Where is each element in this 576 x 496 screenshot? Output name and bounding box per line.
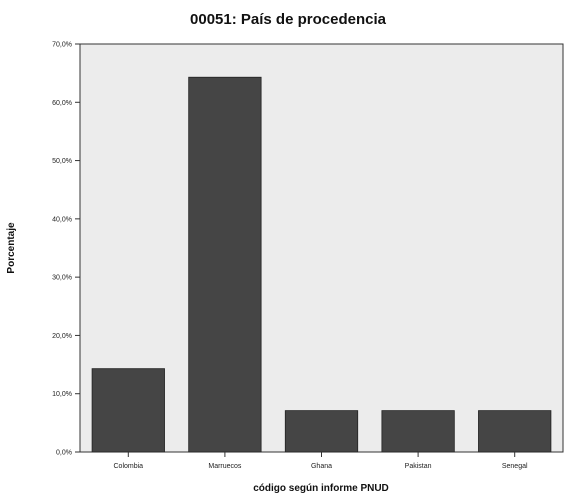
y-tick-label: 30,0% (52, 275, 72, 282)
y-tick-label: 60,0% (52, 100, 72, 107)
bar-colombia (91, 368, 165, 453)
chart-title: 00051: País de procedencia (190, 11, 387, 28)
y-axis: 0,0% 10,0% 20,0% 30,0% 40,0% 50,0% 60,0% 70,0% (52, 42, 80, 457)
y-axis-label: Porcentaje (6, 222, 17, 274)
bar-ghana (284, 410, 359, 453)
y-tick-label: 40,0% (52, 216, 72, 223)
bar-senegal (478, 410, 552, 453)
y-tick-label: 20,0% (52, 333, 72, 340)
x-axis: Colombia Marruecos Ghana Pakistan Senegal (114, 452, 528, 470)
y-tick-label: 70,0% (52, 42, 72, 49)
x-tick-label: Ghana (311, 463, 332, 470)
x-tick-label: Senegal (502, 463, 528, 470)
bar-marruecos (188, 76, 262, 453)
x-tick-label: Marruecos (208, 463, 242, 470)
y-tick-label: 10,0% (52, 391, 72, 398)
x-tick-label: Pakistan (405, 463, 432, 470)
y-tick-label: 0,0% (56, 450, 72, 457)
bar-pakistan (381, 410, 455, 453)
bars-group (91, 76, 552, 453)
x-axis-label: código según informe PNUD (253, 483, 389, 494)
y-tick-label: 50,0% (52, 158, 72, 165)
x-tick-label: Colombia (114, 463, 144, 470)
